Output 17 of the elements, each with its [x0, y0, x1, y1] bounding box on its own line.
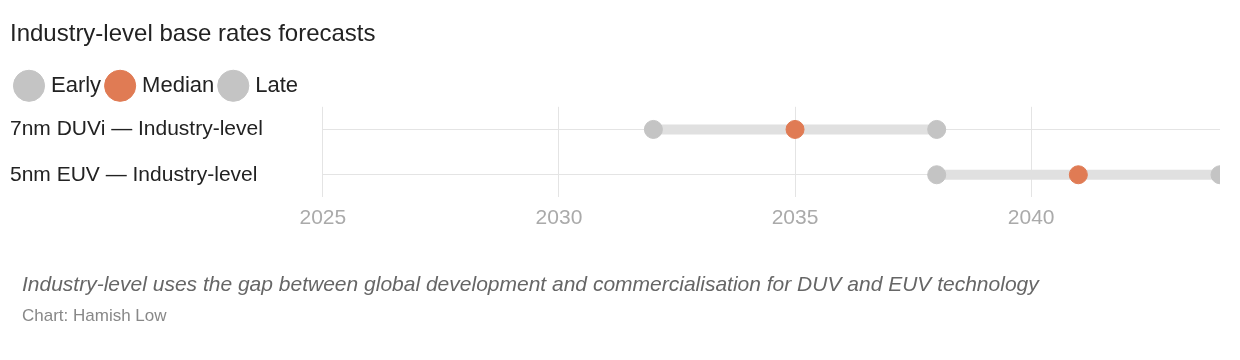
x-tick-label: 2025 [299, 204, 347, 228]
point [785, 119, 805, 139]
legend-label: Early [51, 71, 102, 97]
text: Industry-level uses the gap between global development and commercialisation for DUV and EUV technology [22, 272, 1039, 296]
y-tick-label: 5nm EUV — Industry-level [10, 161, 258, 185]
x-tick-label: 2030 [535, 204, 583, 228]
point [643, 119, 663, 139]
point [927, 165, 947, 185]
point [927, 119, 947, 139]
x-tick-label: 2040 [1007, 204, 1055, 228]
legend-label: Median [142, 71, 215, 97]
text: Chart: Hamish Low [22, 306, 168, 326]
point [1068, 165, 1088, 185]
legend-label: Late [255, 71, 299, 97]
chart-title: Industry-level base rates forecasts [10, 19, 376, 47]
y-tick-label: 7nm DUVi — Industry-level [10, 116, 263, 140]
x-tick-label: 2035 [771, 204, 819, 228]
